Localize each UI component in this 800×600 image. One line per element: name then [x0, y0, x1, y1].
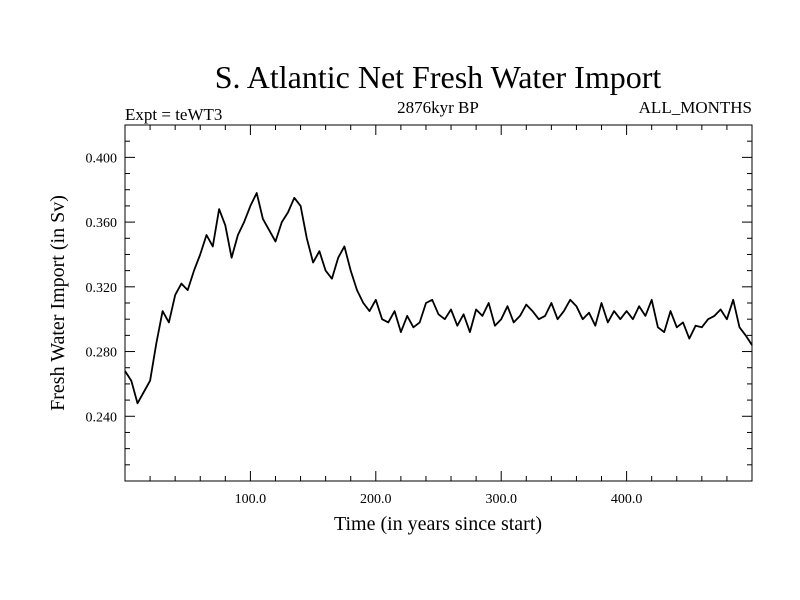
x-tick-label: 200.0 [360, 492, 392, 507]
x-tick-label: 400.0 [611, 492, 643, 507]
experiment-label: Expt = teWT3 [125, 105, 222, 124]
plot-frame [124, 124, 753, 482]
y-tick-label: 0.400 [86, 151, 118, 166]
months-label: ALL_MONTHS [639, 98, 752, 117]
y-tick-label: 0.320 [86, 281, 118, 296]
y-tick-label: 0.240 [86, 410, 118, 425]
y-tick-label: 0.280 [86, 346, 118, 361]
y-tick-label: 0.360 [86, 216, 118, 231]
series-line-0 [124, 192, 753, 405]
x-tick-label: 100.0 [235, 492, 267, 507]
period-label: 2876kyr BP [397, 98, 479, 117]
axis-tick-labels: 100.0 200.0 300.0 400.0 0.240 0.280 0.320 0.360… [86, 151, 643, 507]
chart-title: S. Atlantic Net Fresh Water Import [215, 59, 662, 95]
series-layer [124, 192, 753, 405]
axis-ticks [125, 125, 752, 481]
x-axis-label: Time (in years since start) [334, 513, 542, 535]
y-axis-label: Fresh Water Import (in Sv) [47, 195, 69, 411]
x-tick-label: 300.0 [485, 492, 517, 507]
